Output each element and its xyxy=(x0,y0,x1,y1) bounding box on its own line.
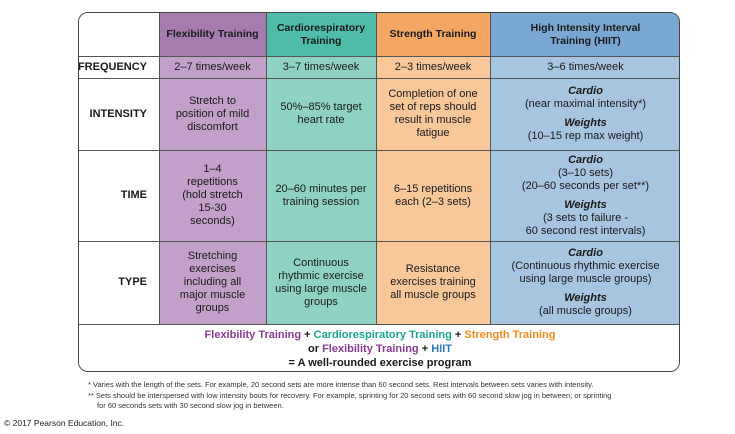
intensity-hiit-cardio-title: Cardio xyxy=(568,85,603,97)
type-cardio: Continuous rhythmic exercise using large… xyxy=(266,241,376,324)
intensity-hiit-weights-title: Weights xyxy=(564,117,607,129)
summary-line-2: or Flexibility Training + HIIT xyxy=(308,342,452,356)
summary-hiit: HIIT xyxy=(431,342,452,355)
summary-flexibility: Flexibility Training xyxy=(204,328,302,341)
footnote-1: * Varies with the length of the sets. Fo… xyxy=(88,380,594,389)
summary-footer: Flexibility Training + Cardiorespiratory… xyxy=(79,324,679,371)
summary-cardio: Cardiorespiratory Training xyxy=(313,328,452,341)
row-label-time: TIME xyxy=(120,189,147,201)
type-hiit-cardio-text: (Continuous rhythmic exercise using larg… xyxy=(511,260,660,285)
time-hiit-cardio-line2: (20–60 seconds per set**) xyxy=(521,179,650,192)
summary-line-1: Flexibility Training + Cardiorespiratory… xyxy=(205,328,556,342)
frequency-cardio: 3–7 times/week xyxy=(266,56,376,78)
time-hiit-weights-title: Weights xyxy=(564,198,607,211)
header-cardiorespiratory: Cardiorespiratory Training xyxy=(266,13,376,56)
footnote-2b: for 60 seconds sets with 30 second slow … xyxy=(97,401,284,410)
time-hiit-weights-line1: (3 sets to failure - xyxy=(543,211,628,224)
type-hiit-weights-title: Weights xyxy=(564,292,607,304)
header-hiit: High Intensity Interval Training (HIIT) xyxy=(490,13,679,56)
row-label-intensity: INTENSITY xyxy=(89,107,147,120)
grid-line xyxy=(79,56,679,57)
time-strength: 6–15 repetitions each (2–3 sets) xyxy=(376,150,490,241)
grid-line xyxy=(79,241,679,242)
time-hiit-cardio-line1: (3–10 sets) xyxy=(557,166,614,179)
frequency-hiit: 3–6 times/week xyxy=(490,56,679,78)
summary-plus-1: + xyxy=(301,328,314,341)
summary-strength: Strength Training xyxy=(464,328,556,341)
time-cardio: 20–60 minutes per training session xyxy=(266,150,376,241)
grid-line xyxy=(376,13,377,324)
grid-line xyxy=(79,324,679,325)
row-label-frequency: FREQUENCY xyxy=(78,60,147,73)
type-hiit-cardio-title: Cardio xyxy=(568,247,603,259)
type-flexibility: Stretching exercises including all major… xyxy=(159,241,266,324)
grid-line xyxy=(266,13,267,324)
frequency-flexibility: 2–7 times/week xyxy=(159,56,266,78)
grid-line xyxy=(159,13,160,324)
frequency-strength: 2–3 times/week xyxy=(376,56,490,78)
header-strength: Strength Training xyxy=(376,13,490,56)
copyright-notice: © 2017 Pearson Education, Inc. xyxy=(4,418,125,428)
summary-or: or xyxy=(308,342,323,355)
header-flexibility: Flexibility Training xyxy=(159,13,266,56)
intensity-hiit-cardio-text: (near maximal intensity*) xyxy=(524,98,647,110)
header-corner xyxy=(79,13,159,56)
intensity-hiit-weights-text: (10–15 rep max weight) xyxy=(527,130,644,142)
footnote-2a: ** Sets should be interspersed with low … xyxy=(88,391,612,400)
time-flexibility: 1–4 repetitions (hold stretch 15-30 seco… xyxy=(159,150,266,241)
intensity-flexibility: Stretch to position of mild discomfort xyxy=(159,78,266,150)
time-hiit-weights-line2: 60 second rest intervals) xyxy=(525,224,646,237)
row-label-type: TYPE xyxy=(118,276,147,288)
summary-result: = A well-rounded exercise program xyxy=(288,356,472,369)
grid-line xyxy=(79,78,679,79)
type-strength: Resistance exercises training all muscle… xyxy=(376,241,490,324)
summary-plus-3: + xyxy=(418,342,432,355)
intensity-cardio: 50%–85% target heart rate xyxy=(266,78,376,150)
time-hiit-cardio-title: Cardio xyxy=(568,153,603,166)
time-hiit: Cardio (3–10 sets) (20–60 seconds per se… xyxy=(490,150,679,241)
intensity-strength: Completion of one set of reps should res… xyxy=(376,78,490,150)
intensity-hiit: Cardio (near maximal intensity*) Weights… xyxy=(490,78,679,150)
exercise-guidelines-table: Flexibility Training Cardiorespiratory T… xyxy=(78,12,680,372)
type-hiit-weights-text: (all muscle groups) xyxy=(539,305,632,317)
grid-line xyxy=(490,13,491,324)
grid-line xyxy=(79,150,679,151)
summary-flexibility-2: Flexibility Training xyxy=(322,342,419,355)
summary-plus-2: + xyxy=(451,328,465,341)
type-hiit: Cardio (Continuous rhythmic exercise usi… xyxy=(490,241,679,324)
